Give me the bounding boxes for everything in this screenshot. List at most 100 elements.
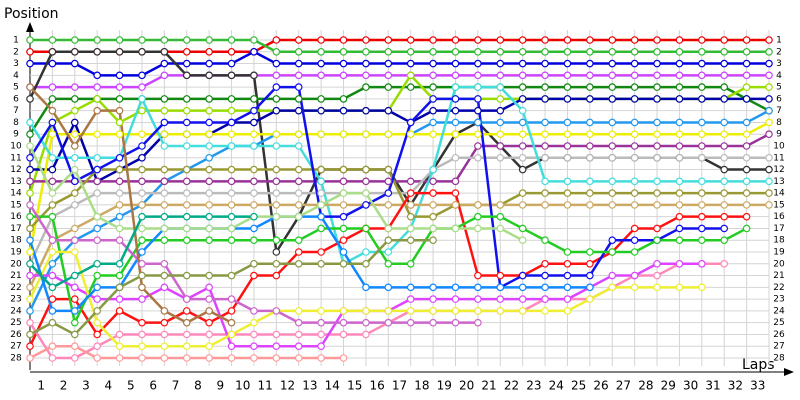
position-marker	[630, 47, 639, 56]
position-marker	[182, 142, 191, 150]
position-marker	[272, 106, 281, 115]
position-marker	[765, 106, 773, 115]
position-marker	[115, 83, 124, 91]
position-marker	[182, 95, 191, 103]
position-marker	[70, 283, 79, 292]
position-marker	[250, 36, 258, 44]
position-marker	[317, 318, 325, 327]
position-marker	[250, 330, 258, 339]
position-marker	[698, 283, 706, 292]
x-axis-label: Laps	[742, 357, 775, 373]
y-tick-label-right: 7	[776, 106, 782, 116]
position-marker	[765, 130, 773, 139]
position-marker	[160, 142, 169, 150]
position-marker	[70, 307, 79, 315]
y-tick-label-right: 28	[773, 354, 785, 364]
position-marker	[474, 95, 482, 103]
position-marker	[272, 59, 281, 68]
position-marker	[48, 130, 57, 139]
position-marker	[630, 224, 639, 233]
position-marker	[451, 295, 460, 303]
position-marker	[698, 95, 706, 103]
position-marker	[586, 130, 594, 139]
position-marker	[138, 342, 146, 351]
x-tick-label: 32	[728, 379, 743, 393]
position-marker	[160, 201, 169, 209]
position-marker	[742, 59, 751, 68]
position-marker	[182, 354, 191, 362]
position-marker	[205, 330, 213, 339]
position-marker	[563, 130, 572, 139]
position-marker	[765, 177, 773, 186]
position-marker	[294, 130, 303, 139]
position-marker	[406, 295, 415, 303]
position-marker	[294, 259, 303, 268]
position-marker	[339, 177, 348, 186]
position-marker	[675, 83, 684, 91]
position-marker	[474, 271, 482, 280]
position-marker	[26, 130, 34, 139]
position-marker	[384, 318, 393, 327]
position-marker	[765, 118, 773, 127]
position-marker	[205, 36, 213, 44]
position-marker	[720, 118, 729, 127]
position-marker	[48, 236, 57, 245]
x-tick-label: 13	[302, 379, 317, 393]
position-marker	[406, 236, 415, 245]
position-marker	[250, 189, 258, 197]
position-marker	[451, 318, 460, 327]
position-marker	[608, 95, 617, 103]
position-marker	[742, 47, 751, 56]
position-marker	[653, 201, 661, 209]
position-marker	[451, 95, 460, 103]
position-marker	[250, 236, 258, 245]
position-marker	[160, 259, 169, 268]
position-marker	[138, 259, 146, 268]
position-marker	[653, 47, 661, 56]
position-marker	[227, 201, 236, 209]
position-marker	[630, 118, 639, 127]
position-marker	[630, 83, 639, 91]
position-marker	[742, 177, 751, 186]
position-marker	[93, 71, 101, 80]
position-marker	[474, 118, 482, 127]
position-marker	[160, 307, 169, 315]
position-marker	[182, 59, 191, 68]
x-tick-label: 17	[392, 379, 407, 393]
position-marker	[518, 142, 527, 150]
position-marker	[205, 271, 213, 280]
position-marker	[26, 153, 34, 162]
position-marker	[70, 354, 79, 362]
position-marker	[698, 142, 706, 150]
position-marker	[586, 83, 594, 91]
position-marker	[205, 201, 213, 209]
position-marker	[205, 212, 213, 221]
position-marker	[586, 95, 594, 103]
position-marker	[93, 177, 101, 186]
position-marker	[48, 259, 57, 268]
position-marker	[518, 118, 527, 127]
position-marker	[451, 177, 460, 186]
position-marker	[720, 83, 729, 91]
position-marker	[675, 153, 684, 162]
position-marker	[272, 83, 281, 91]
position-marker	[26, 236, 34, 245]
position-marker	[384, 36, 393, 44]
position-marker	[653, 71, 661, 80]
position-marker	[205, 59, 213, 68]
position-marker	[720, 177, 729, 186]
position-marker	[26, 95, 34, 103]
position-marker	[227, 130, 236, 139]
position-marker	[608, 177, 617, 186]
position-marker	[496, 118, 505, 127]
position-marker	[339, 330, 348, 339]
position-marker	[339, 248, 348, 256]
position-marker	[250, 106, 258, 115]
position-marker	[630, 142, 639, 150]
position-marker	[518, 283, 527, 292]
position-marker	[26, 36, 34, 44]
y-tick-label: 7	[13, 106, 19, 116]
position-marker	[675, 47, 684, 56]
position-marker	[384, 283, 393, 292]
position-marker	[451, 201, 460, 209]
